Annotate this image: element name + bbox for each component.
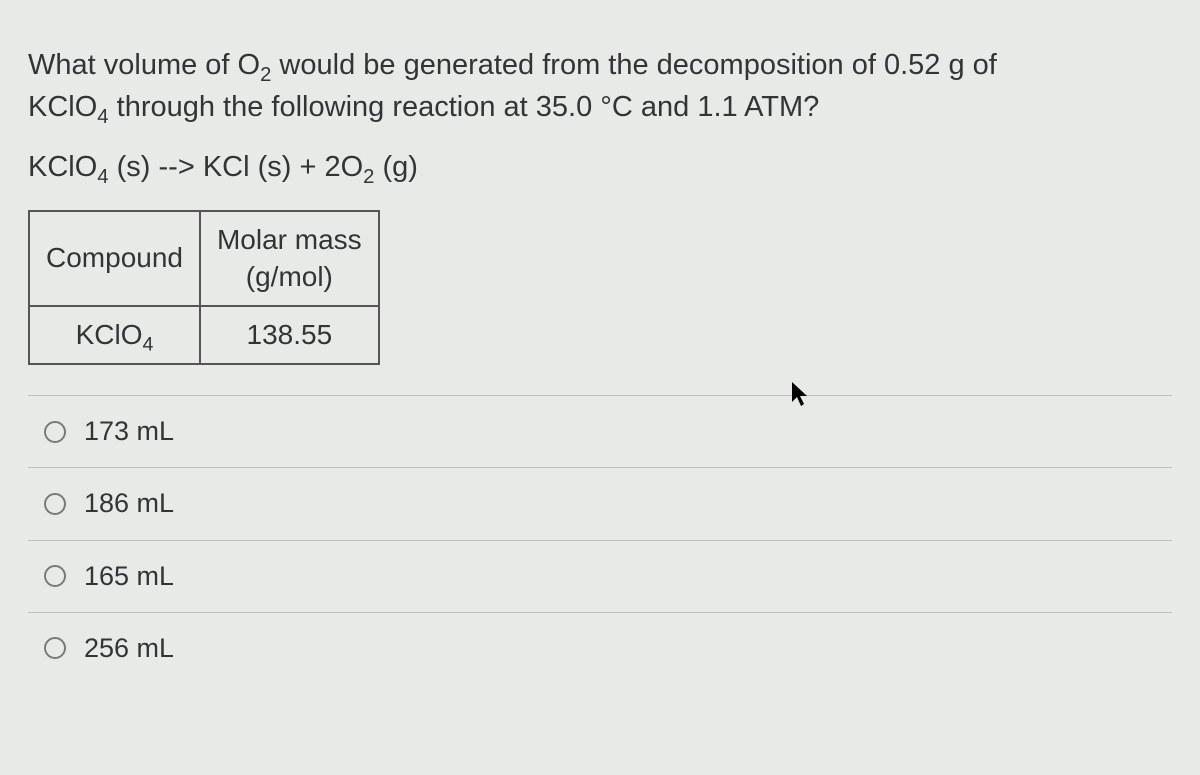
table-header-compound: Compound: [29, 211, 200, 306]
cursor-icon: [790, 380, 810, 408]
compound-sub: 4: [142, 334, 153, 356]
choice-label: 256 mL: [84, 629, 174, 668]
q-line2-post: through the following reaction at 35.0 °…: [109, 91, 820, 123]
choice-row[interactable]: 165 mL: [28, 540, 1172, 612]
compound-pre: KClO: [76, 319, 143, 350]
react-sub1: 4: [97, 166, 108, 188]
q-line1-pre: What volume of O: [28, 49, 260, 81]
react-end: (g): [374, 151, 418, 183]
table-cell-compound: KClO4: [29, 306, 200, 364]
q-line1-sub: 2: [260, 64, 271, 86]
radio-icon[interactable]: [44, 493, 66, 515]
table-header-molar-mass: Molar mass (g/mol): [200, 211, 379, 306]
choice-row[interactable]: 186 mL: [28, 467, 1172, 539]
choice-label: 173 mL: [84, 412, 174, 451]
mm-line2: (g/mol): [246, 261, 333, 292]
react-mid: (s) --> KCl (s) + 2O: [109, 151, 364, 183]
react-pre: KClO: [28, 151, 97, 183]
choice-row[interactable]: 173 mL: [28, 395, 1172, 467]
radio-icon[interactable]: [44, 421, 66, 443]
q-line2-pre: KClO: [28, 91, 97, 123]
choice-label: 165 mL: [84, 557, 174, 596]
radio-icon[interactable]: [44, 637, 66, 659]
mm-line1: Molar mass: [217, 224, 362, 255]
q-line2-sub: 4: [97, 106, 108, 128]
choice-row[interactable]: 256 mL: [28, 612, 1172, 684]
choice-label: 186 mL: [84, 484, 174, 523]
react-sub2: 2: [363, 166, 374, 188]
radio-icon[interactable]: [44, 565, 66, 587]
answer-choices: 173 mL 186 mL 165 mL 256 mL: [28, 395, 1172, 684]
molar-mass-table: Compound Molar mass (g/mol) KClO4 138.55: [28, 210, 380, 365]
table-cell-value: 138.55: [200, 306, 379, 364]
question-text: What volume of O2 would be generated fro…: [28, 44, 1172, 128]
reaction-equation: KClO4 (s) --> KCl (s) + 2O2 (g): [28, 146, 1172, 188]
q-line1-post: would be generated from the decompositio…: [271, 49, 996, 81]
